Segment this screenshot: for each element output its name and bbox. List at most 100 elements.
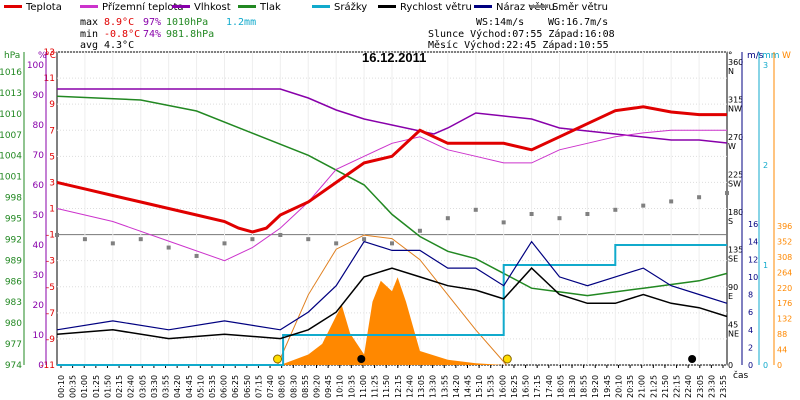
tick-ms: 6 bbox=[748, 308, 753, 317]
legend-item: Směr větru bbox=[530, 1, 608, 13]
tick-ms: 0 bbox=[748, 361, 753, 370]
wind-dir-point bbox=[557, 216, 562, 221]
legend-label: Směr větru bbox=[552, 1, 608, 13]
tick-time: 06:50 bbox=[243, 375, 252, 398]
tick-time: 21:50 bbox=[661, 375, 670, 398]
stat-wg: WG:16.7m/s bbox=[548, 17, 608, 28]
tick-pct: 0 bbox=[38, 361, 44, 371]
tick-hpa: 1004 bbox=[0, 152, 22, 162]
tick-time: 08:05 bbox=[278, 375, 287, 398]
tick-c: 1 bbox=[49, 205, 55, 215]
tick-deg-dir: SE bbox=[728, 255, 738, 264]
wind-dir-point bbox=[306, 237, 311, 242]
tick-time: 23:30 bbox=[707, 375, 716, 398]
tick-time: 18:05 bbox=[556, 375, 565, 398]
tick-time: 03:05 bbox=[138, 375, 147, 398]
tick-w: 176 bbox=[777, 299, 792, 308]
wind-dir-point bbox=[55, 232, 59, 237]
series-pressure bbox=[56, 95, 728, 297]
tick-time: 02:15 bbox=[115, 375, 124, 398]
series-layer bbox=[55, 88, 729, 366]
legend-label: Teplota bbox=[25, 2, 62, 13]
tick-time: 05:35 bbox=[208, 375, 217, 398]
tick-time: 15:35 bbox=[487, 375, 496, 398]
stat-max-press: 1010hPa bbox=[166, 17, 208, 28]
tick-time: 03:30 bbox=[150, 375, 159, 398]
wind-dir-point bbox=[278, 232, 283, 237]
tick-c: 9 bbox=[49, 100, 55, 110]
tick-time: 22:15 bbox=[673, 375, 682, 398]
tick-pct: 30 bbox=[33, 271, 45, 281]
tick-time: 12:40 bbox=[405, 375, 414, 398]
tick-time: 08:30 bbox=[289, 375, 298, 398]
tick-hpa: 974 bbox=[5, 361, 22, 371]
axis-c-label: °C bbox=[45, 51, 56, 61]
tick-hpa: 1016 bbox=[0, 68, 22, 78]
legend-label: Tlak bbox=[259, 2, 281, 13]
tick-c: 5 bbox=[49, 152, 55, 162]
tick-w: 132 bbox=[777, 315, 792, 324]
tick-time: 18:30 bbox=[568, 375, 577, 398]
series-humidity bbox=[57, 88, 728, 144]
stat-max-hum: 97% bbox=[143, 17, 161, 28]
wind-dir-point bbox=[529, 212, 534, 216]
series-temperature bbox=[56, 105, 727, 234]
wind-dir-point bbox=[697, 195, 702, 200]
tick-time: 10:10 bbox=[336, 375, 345, 398]
wind-dir-point bbox=[250, 237, 255, 242]
tick-time: 11:25 bbox=[371, 375, 380, 398]
tick-c: 11 bbox=[44, 74, 55, 84]
tick-hpa: 986 bbox=[5, 277, 22, 287]
moonset-icon bbox=[357, 355, 366, 363]
legend-label: Přízemní teplota bbox=[102, 1, 184, 13]
series-wind-speed bbox=[56, 267, 728, 340]
tick-w: 396 bbox=[777, 222, 792, 231]
legend-item: Vlhkost bbox=[172, 2, 231, 13]
tick-w: 220 bbox=[777, 284, 792, 293]
tick-time: 13:05 bbox=[417, 375, 426, 398]
legend-item: Teplota bbox=[4, 2, 62, 13]
stat-avg-label: avg bbox=[80, 40, 98, 51]
legend-item: Rychlost větru bbox=[378, 1, 472, 13]
wind-dir-point bbox=[417, 228, 422, 233]
tick-deg: 0 bbox=[728, 361, 733, 370]
tick-time: 06:25 bbox=[231, 375, 240, 398]
legend-swatch bbox=[378, 5, 396, 8]
tick-c: 3 bbox=[49, 178, 55, 188]
tick-time: 13:30 bbox=[429, 375, 438, 398]
series-solar bbox=[280, 277, 504, 365]
tick-c: -3 bbox=[46, 257, 55, 267]
tick-ms: 14 bbox=[748, 238, 758, 247]
legend-label: Vlhkost bbox=[194, 2, 231, 13]
legend-swatch bbox=[80, 5, 98, 8]
wind-dir-point bbox=[334, 241, 339, 246]
tick-time: 17:40 bbox=[545, 375, 554, 398]
sunset-icon bbox=[502, 354, 512, 364]
stat-min-temp: -0.8°C bbox=[104, 29, 140, 40]
tick-deg-dir: SW bbox=[728, 180, 741, 189]
series-solar-theoretical bbox=[277, 234, 507, 366]
tick-deg: 315 bbox=[728, 96, 743, 105]
tick-hpa: 1013 bbox=[0, 89, 22, 99]
tick-ms: 8 bbox=[748, 291, 753, 300]
tick-time: 04:20 bbox=[173, 375, 182, 398]
tick-c: -5 bbox=[46, 283, 55, 293]
tick-deg-dir: N bbox=[728, 67, 734, 76]
tick-w: 264 bbox=[777, 268, 792, 277]
legend-item: Tlak bbox=[238, 2, 281, 13]
tick-hpa: 1001 bbox=[0, 173, 22, 183]
tick-time: 20:10 bbox=[614, 375, 623, 398]
tick-deg-dir: S bbox=[728, 217, 733, 226]
tick-time: 00:35 bbox=[69, 375, 78, 398]
stat-sun: Slunce Východ:07:55 Západ:16:08 bbox=[428, 28, 615, 40]
tick-pct: 40 bbox=[33, 241, 45, 251]
tick-pct: 50 bbox=[33, 211, 45, 221]
legend-swatch bbox=[474, 5, 492, 8]
legend-swatch bbox=[312, 5, 330, 8]
tick-hpa: 1007 bbox=[0, 131, 22, 141]
tick-deg: 90 bbox=[728, 283, 738, 292]
tick-deg-dir: NE bbox=[728, 330, 739, 339]
tick-pct: 80 bbox=[33, 121, 45, 131]
tick-time: 23:05 bbox=[696, 375, 705, 398]
